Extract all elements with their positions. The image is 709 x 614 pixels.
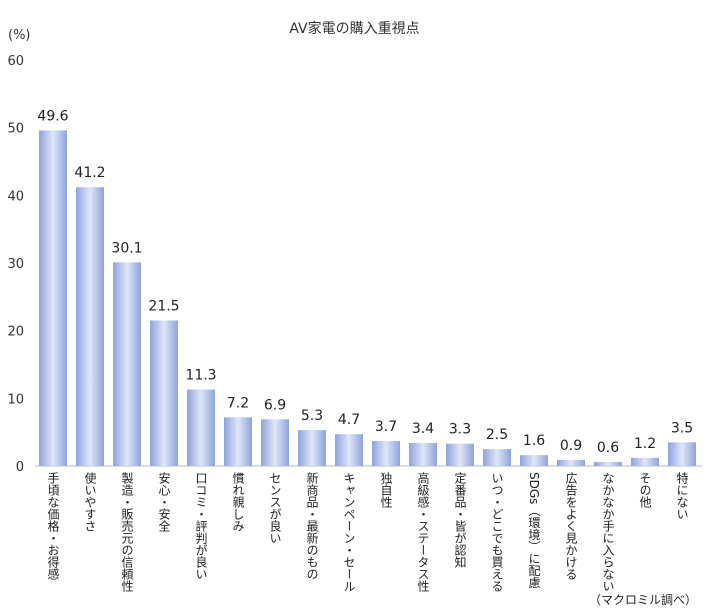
bar: [668, 442, 696, 466]
data-label: 3.5: [671, 420, 693, 436]
bar: [261, 419, 289, 466]
data-label: 4.7: [338, 412, 360, 428]
y-tick-label: 30: [7, 257, 24, 272]
y-axis-unit: (%): [8, 28, 31, 43]
x-tick-label: センスが良い: [268, 472, 282, 544]
x-tick-label: 広告をよく見かける: [564, 472, 578, 580]
x-tick-label: 慣れ親しみ: [231, 472, 245, 532]
bar: [483, 449, 511, 466]
y-tick-label: 60: [7, 54, 24, 69]
data-label: 3.4: [412, 421, 434, 437]
data-label: 1.2: [634, 436, 656, 452]
data-label: 2.5: [486, 427, 508, 443]
x-tick-label: 定番品・皆が認知: [453, 472, 467, 568]
bar: [594, 461, 622, 466]
data-label: 11.3: [185, 368, 216, 384]
x-tick-label: 高級感・ステータス性: [416, 472, 430, 592]
bar: [150, 320, 178, 466]
bar: [298, 430, 326, 466]
data-label: 49.6: [37, 108, 68, 124]
data-label: 41.2: [74, 165, 105, 181]
x-tick-label: SDGs（環境）に配慮: [527, 472, 541, 589]
x-tick-label: 特にない: [675, 472, 689, 520]
bar: [446, 443, 474, 466]
bar: [187, 389, 215, 466]
bar: [335, 434, 363, 466]
x-tick-label: なかなか手に入らない: [601, 472, 615, 592]
data-label: 3.7: [375, 419, 397, 435]
x-tick-label: 手頃な価格・お得感: [46, 472, 60, 580]
chart-title: AV家電の購入重視点: [289, 21, 420, 37]
data-label: 1.6: [523, 433, 545, 449]
x-tick-label: 新商品・最新のもの: [305, 472, 319, 580]
data-label: 21.5: [148, 299, 179, 315]
y-tick-label: 50: [7, 122, 24, 137]
x-tick-label: 独自性: [379, 472, 393, 508]
bar: [224, 417, 252, 466]
x-tick-label: 口コミ・評判が良い: [194, 472, 208, 580]
bar: [520, 455, 548, 466]
data-label: 7.2: [227, 395, 249, 411]
data-label: 30.1: [111, 240, 142, 256]
data-label: 0.6: [597, 440, 619, 456]
bar: [557, 459, 585, 466]
x-tick-label: その他: [638, 472, 652, 508]
source-note: （マクロミル調べ）: [588, 593, 697, 607]
data-label: 3.3: [449, 422, 471, 438]
x-tick-label: キャンペーン・セール: [342, 472, 356, 592]
bar: [113, 262, 141, 466]
data-label: 0.9: [560, 438, 582, 454]
x-tick-label: 使いやすさ: [83, 472, 97, 532]
bar: [39, 130, 67, 466]
bar: [372, 440, 400, 466]
x-tick-label: いつ・どこでも買える: [490, 472, 504, 592]
x-tick-label: 安心・安全: [157, 472, 171, 532]
bar: [76, 187, 104, 467]
data-label: 5.3: [301, 408, 323, 424]
bar: [631, 457, 659, 466]
data-label: 6.9: [264, 397, 286, 413]
x-tick-label: 製造・販売元の信頼性: [120, 472, 134, 592]
y-tick-label: 10: [7, 392, 24, 407]
y-tick-label: 20: [7, 325, 24, 340]
y-tick-label: 0: [16, 460, 24, 475]
y-tick-label: 40: [7, 189, 24, 204]
bar: [409, 442, 437, 466]
